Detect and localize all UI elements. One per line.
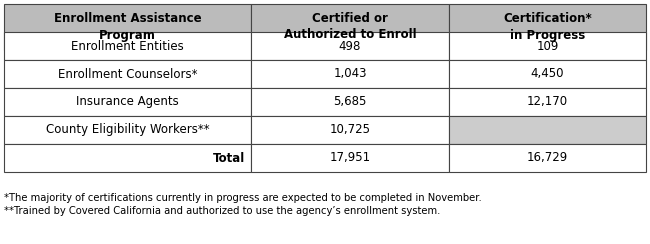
Text: 17,951: 17,951 xyxy=(330,152,370,164)
Bar xyxy=(449,116,646,144)
Text: **Trained by Covered California and authorized to use the agency’s enrollment sy: **Trained by Covered California and auth… xyxy=(4,206,441,216)
Text: 4,450: 4,450 xyxy=(530,68,564,81)
Text: 109: 109 xyxy=(536,40,558,52)
Bar xyxy=(449,144,646,172)
Text: Certified or
Authorized to Enroll: Certified or Authorized to Enroll xyxy=(284,12,417,41)
Bar xyxy=(4,4,251,50)
Bar xyxy=(4,32,251,60)
Bar xyxy=(251,60,449,88)
Bar xyxy=(449,88,646,116)
Text: Enrollment Counselors*: Enrollment Counselors* xyxy=(58,68,198,81)
Bar xyxy=(4,116,251,144)
Bar xyxy=(449,32,646,60)
Bar xyxy=(4,88,251,116)
Bar xyxy=(449,60,646,88)
Bar xyxy=(251,144,449,172)
Text: 16,729: 16,729 xyxy=(527,152,568,164)
Bar xyxy=(4,60,251,88)
Bar xyxy=(251,116,449,144)
Bar xyxy=(251,88,449,116)
Text: Certification*
in Progress: Certification* in Progress xyxy=(503,12,592,41)
Text: *The majority of certifications currently in progress are expected to be complet: *The majority of certifications currentl… xyxy=(4,193,482,203)
Bar xyxy=(4,144,251,172)
Text: 1,043: 1,043 xyxy=(333,68,367,81)
Text: Insurance Agents: Insurance Agents xyxy=(76,95,179,109)
Text: Enrollment Entities: Enrollment Entities xyxy=(72,40,184,52)
Text: 12,170: 12,170 xyxy=(527,95,568,109)
Text: 498: 498 xyxy=(339,40,361,52)
Text: Enrollment Assistance
Program: Enrollment Assistance Program xyxy=(54,12,202,41)
Text: 10,725: 10,725 xyxy=(330,123,370,136)
Bar xyxy=(251,4,449,50)
Bar xyxy=(251,32,449,60)
Text: Total: Total xyxy=(213,152,245,164)
Text: County Eligibility Workers**: County Eligibility Workers** xyxy=(46,123,209,136)
Bar xyxy=(449,4,646,50)
Text: 5,685: 5,685 xyxy=(333,95,367,109)
